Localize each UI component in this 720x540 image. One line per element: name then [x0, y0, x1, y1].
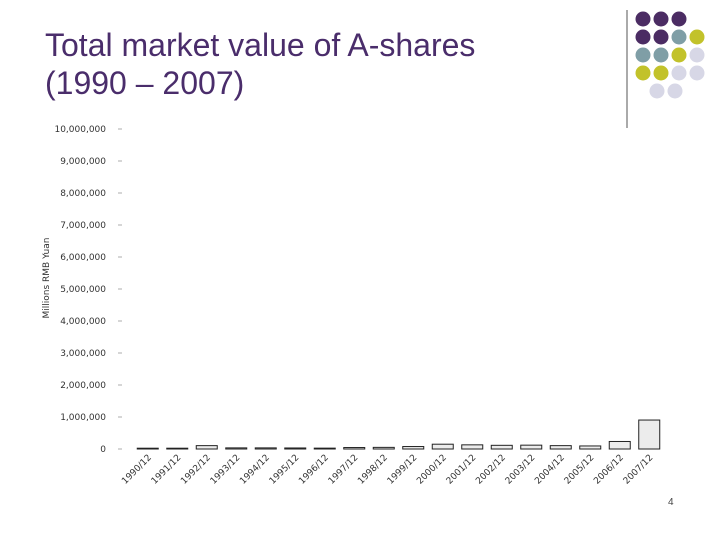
bar-1998-12: [372, 446, 395, 450]
decorative-dot-pattern: [626, 10, 705, 128]
x-tick-label: 1992/12: [179, 453, 213, 487]
decorative-dot: [689, 47, 705, 63]
y-tick-label: 8,000,000: [60, 189, 106, 199]
slide-title: Total market value of A-shares (1990 – 2…: [45, 26, 605, 102]
bar-2007-12: [638, 419, 661, 450]
x-tick-label: 1994/12: [238, 453, 272, 487]
y-tick-label: 2,000,000: [60, 381, 106, 391]
decorative-dot: [635, 47, 651, 63]
bar-2006-12: [608, 440, 631, 450]
y-tick-label: 10,000,000: [54, 125, 106, 135]
decorative-dot: [635, 65, 651, 81]
bar-1996-12: [313, 447, 336, 450]
decorative-dot: [671, 47, 687, 63]
x-tick-label: 1991/12: [150, 453, 184, 487]
x-axis: 1990/121991/121992/121993/121994/121995/…: [120, 453, 655, 487]
bar-1993-12: [225, 447, 248, 450]
bar-2004-12: [549, 445, 572, 450]
decorative-dot: [649, 83, 665, 99]
decorative-dot: [653, 11, 669, 27]
decorative-dot: [689, 65, 705, 81]
bar-1992-12: [195, 445, 218, 450]
x-tick-label: 2005/12: [563, 453, 597, 487]
bar-1991-12: [166, 447, 189, 450]
decorative-dot: [689, 29, 705, 45]
title-line-1: Total market value of A-shares: [45, 27, 476, 63]
y-tick-label: 4,000,000: [60, 317, 106, 327]
decorative-dot: [653, 47, 669, 63]
y-axis: 0 1,000,000 2,000,000 3,000,000 4,000,000 5,0…: [54, 125, 122, 455]
y-tick-label: 1,000,000: [60, 413, 106, 423]
bar-1995-12: [284, 447, 307, 450]
decorative-dot: [671, 29, 687, 45]
y-tick-label: 3,000,000: [60, 349, 106, 359]
x-tick-label: 2007/12: [622, 453, 656, 487]
x-tick-label: 1993/12: [209, 453, 243, 487]
bar-1994-12: [254, 447, 277, 450]
bar-2002-12: [490, 444, 513, 450]
decorative-dot: [635, 11, 651, 27]
decorative-dot: [671, 11, 687, 27]
x-tick-label: 2006/12: [592, 453, 626, 487]
y-tick-label: 0: [100, 445, 106, 455]
decorative-dot: [653, 29, 669, 45]
y-tick-label: 5,000,000: [60, 285, 106, 295]
x-tick-label: 2004/12: [533, 453, 567, 487]
bar-1997-12: [343, 447, 366, 450]
bar-series: [136, 419, 661, 450]
decorative-dot: [667, 83, 683, 99]
x-tick-label: 2000/12: [415, 453, 449, 487]
y-tick-label: 6,000,000: [60, 253, 106, 263]
x-tick-label: 1998/12: [356, 453, 390, 487]
x-tick-label: 2002/12: [474, 453, 508, 487]
y-tick-label: 7,000,000: [60, 221, 106, 231]
x-tick-label: 1996/12: [297, 453, 331, 487]
page-number: 4: [668, 497, 674, 508]
bar-1999-12: [402, 446, 425, 450]
x-tick-label: 1990/12: [120, 453, 154, 487]
x-tick-label: 2001/12: [445, 453, 479, 487]
title-line-2: (1990 – 2007): [45, 65, 245, 101]
x-tick-label: 1999/12: [386, 453, 420, 487]
y-axis-title: Millions RMB Yuan: [42, 238, 52, 319]
x-tick-label: 1995/12: [268, 453, 302, 487]
x-tick-label: 1997/12: [327, 453, 361, 487]
bar-1990-12: [136, 447, 159, 450]
bar-2005-12: [579, 445, 602, 450]
decorative-dot: [635, 29, 651, 45]
bar-2000-12: [431, 443, 454, 450]
decorative-dot: [671, 65, 687, 81]
x-tick-label: 2003/12: [504, 453, 538, 487]
decorative-dot: [653, 65, 669, 81]
bar-2001-12: [461, 444, 484, 450]
bar-2003-12: [520, 444, 543, 450]
y-tick-label: 9,000,000: [60, 157, 106, 167]
